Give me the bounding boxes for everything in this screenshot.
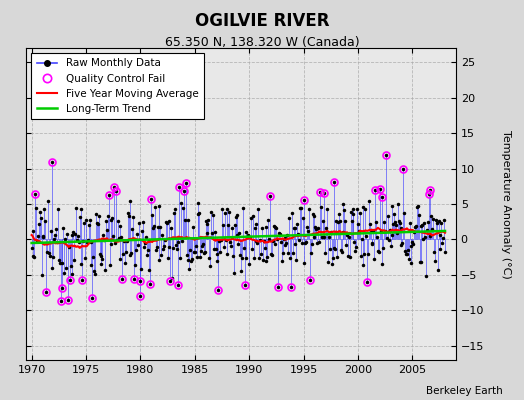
Text: Berkeley Earth: Berkeley Earth <box>427 386 503 396</box>
Text: OGILVIE RIVER: OGILVIE RIVER <box>195 12 329 30</box>
Text: 65.350 N, 138.320 W (Canada): 65.350 N, 138.320 W (Canada) <box>165 36 359 49</box>
Y-axis label: Temperature Anomaly (°C): Temperature Anomaly (°C) <box>501 130 511 278</box>
Legend: Raw Monthly Data, Quality Control Fail, Five Year Moving Average, Long-Term Tren: Raw Monthly Data, Quality Control Fail, … <box>31 53 204 119</box>
